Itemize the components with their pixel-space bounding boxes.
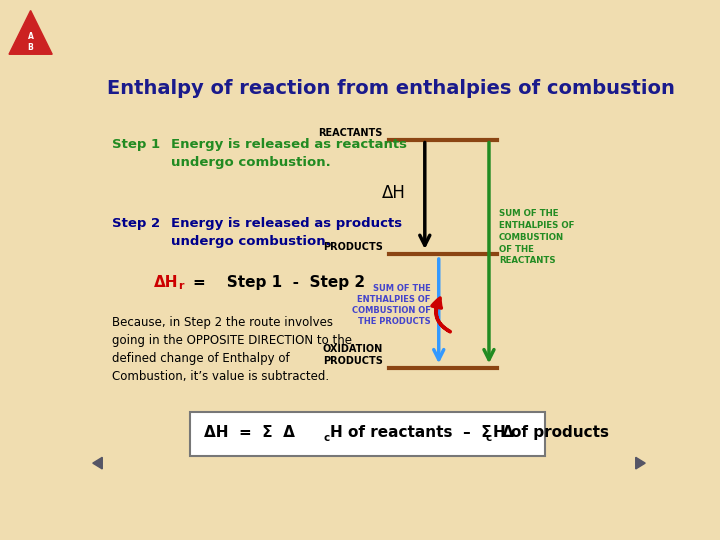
Text: Enthalpy of reaction from enthalpies of combustion: Enthalpy of reaction from enthalpies of … xyxy=(107,79,675,98)
Text: Step 1: Step 1 xyxy=(112,138,161,151)
Text: =    Step 1  -  Step 2: = Step 1 - Step 2 xyxy=(193,275,365,290)
FancyArrowPatch shape xyxy=(432,298,450,332)
Text: ΔH: ΔH xyxy=(154,275,179,290)
Text: r: r xyxy=(178,281,184,291)
Text: A: A xyxy=(27,32,34,41)
Text: SUM OF THE
ENTHALPIES OF
COMBUSTION OF
THE PRODUCTS: SUM OF THE ENTHALPIES OF COMBUSTION OF T… xyxy=(351,284,431,326)
Text: Because, in Step 2 the route involves
going in the OPPOSITE DIRECTION to the
def: Because, in Step 2 the route involves go… xyxy=(112,316,352,383)
Text: OXIDATION
PRODUCTS: OXIDATION PRODUCTS xyxy=(323,344,383,366)
Text: SUM OF THE
ENTHALPIES OF
COMBUSTION
OF THE
REACTANTS: SUM OF THE ENTHALPIES OF COMBUSTION OF T… xyxy=(499,210,575,266)
Text: Energy is released as products
undergo combustion.: Energy is released as products undergo c… xyxy=(171,217,402,247)
Text: REACTANTS: REACTANTS xyxy=(318,127,383,138)
Text: H of reactants  –  Σ  Δ: H of reactants – Σ Δ xyxy=(330,426,514,440)
Text: ΔH  =  Σ  Δ: ΔH = Σ Δ xyxy=(204,426,295,440)
Text: H of products: H of products xyxy=(493,426,609,440)
Polygon shape xyxy=(93,457,102,469)
Text: Step 2: Step 2 xyxy=(112,217,161,230)
Text: c: c xyxy=(323,433,330,443)
Text: c: c xyxy=(485,433,492,443)
FancyBboxPatch shape xyxy=(190,412,545,456)
Text: PRODUCTS: PRODUCTS xyxy=(323,242,383,252)
Polygon shape xyxy=(636,457,645,469)
Polygon shape xyxy=(9,10,53,54)
Text: ΔH: ΔH xyxy=(382,184,405,201)
Text: B: B xyxy=(28,43,33,52)
Text: Energy is released as reactants
undergo combustion.: Energy is released as reactants undergo … xyxy=(171,138,407,168)
